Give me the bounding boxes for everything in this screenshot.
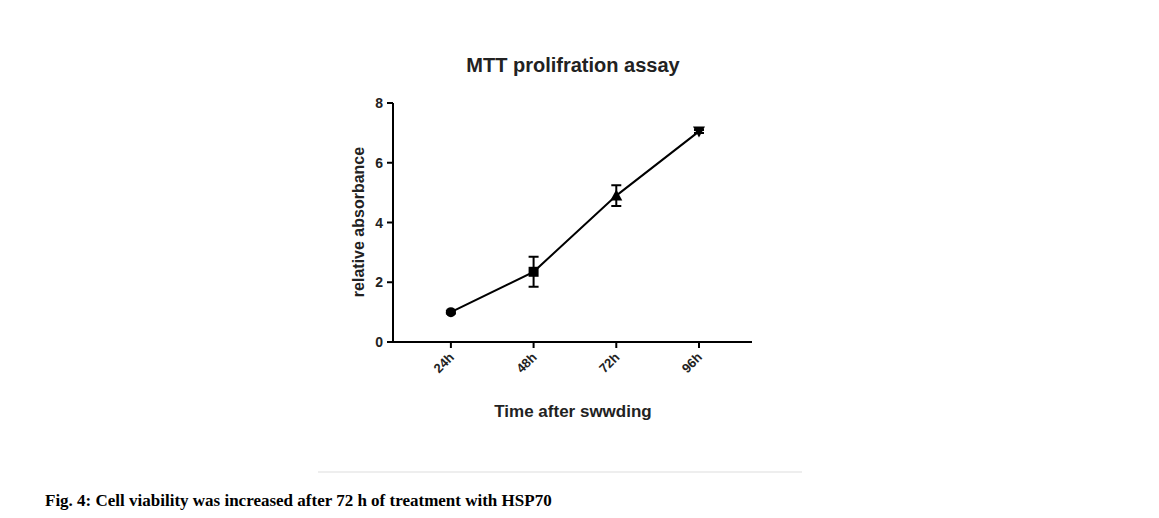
y-tick-label: 2 bbox=[375, 274, 383, 290]
series-line bbox=[451, 131, 699, 312]
x-tick bbox=[450, 342, 452, 348]
marker bbox=[693, 126, 705, 137]
x-tick bbox=[533, 342, 535, 348]
separator bbox=[318, 472, 802, 473]
y-tick bbox=[387, 102, 393, 104]
x-tick bbox=[698, 342, 700, 348]
x-tick-label: 72h bbox=[596, 349, 622, 375]
x-tick-label: 24h bbox=[431, 349, 457, 375]
x-tick bbox=[615, 342, 617, 348]
y-tick-label: 4 bbox=[375, 215, 383, 231]
error-bar bbox=[611, 185, 621, 206]
chart-root: MTT prolifration assay 0 2 4 6 8 24h 48h 72h 96h T… bbox=[0, 0, 1159, 518]
error-bar bbox=[529, 257, 539, 287]
y-tick bbox=[387, 281, 393, 283]
marker bbox=[610, 190, 622, 201]
plot-area bbox=[446, 126, 705, 317]
title: MTT prolifration assay bbox=[466, 54, 680, 76]
y-tick-label: 6 bbox=[375, 155, 383, 171]
x-tick-label: 96h bbox=[679, 349, 705, 375]
y-tick bbox=[387, 341, 393, 343]
y-tick bbox=[387, 222, 393, 224]
caption: Fig. 4: Cell viability was increased aft… bbox=[45, 491, 552, 510]
y-tick-label: 0 bbox=[375, 334, 383, 350]
marker bbox=[529, 267, 539, 277]
y-tick bbox=[387, 162, 393, 164]
y-axis-label: relative absorbance bbox=[350, 147, 367, 297]
y-tick-label: 8 bbox=[375, 95, 383, 111]
marker bbox=[446, 307, 456, 317]
x-axis-label: Time after swwding bbox=[494, 402, 651, 421]
x-tick-label: 48h bbox=[513, 349, 539, 375]
